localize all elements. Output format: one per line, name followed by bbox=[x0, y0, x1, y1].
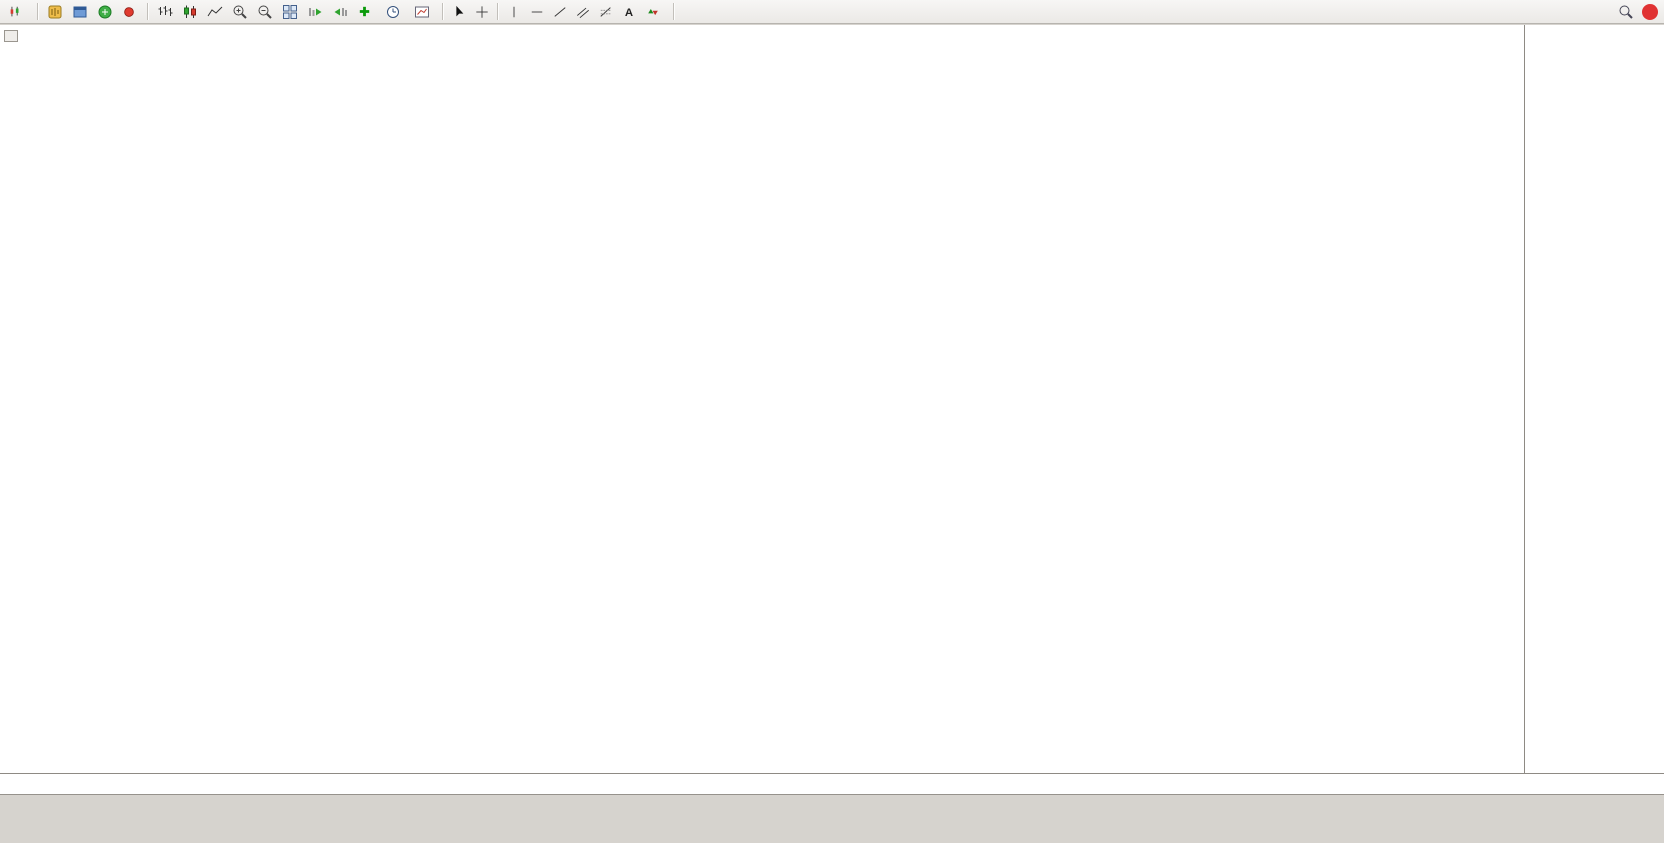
zoom-in-button[interactable] bbox=[228, 2, 252, 22]
svg-text:A: A bbox=[625, 6, 633, 18]
market-watch-icon bbox=[98, 5, 112, 18]
auto-scroll-button[interactable] bbox=[303, 2, 327, 22]
add-indicator-icon bbox=[359, 6, 370, 17]
search-icon bbox=[1619, 5, 1633, 19]
profiles-button[interactable] bbox=[68, 2, 92, 22]
auto-scroll-icon bbox=[309, 7, 322, 16]
crosshair-tool-button[interactable] bbox=[471, 2, 493, 22]
separator bbox=[497, 3, 499, 20]
templates-icon bbox=[415, 6, 429, 17]
toolbar-right bbox=[1614, 2, 1660, 22]
new-chart-button[interactable] bbox=[43, 2, 67, 22]
horizontal-line-icon bbox=[531, 11, 543, 12]
line-chart-button[interactable] bbox=[203, 2, 227, 22]
search-button[interactable] bbox=[1614, 2, 1638, 22]
toolbar: A bbox=[0, 0, 1664, 24]
market-watch-button[interactable] bbox=[93, 2, 117, 22]
arrows-tool-button[interactable] bbox=[641, 2, 669, 22]
chart-shift-icon bbox=[334, 7, 347, 16]
new-order-icon bbox=[10, 6, 19, 16]
periods-button[interactable] bbox=[381, 2, 409, 22]
horizontal-line-tool-button[interactable] bbox=[526, 2, 548, 22]
channel-tool-button[interactable] bbox=[572, 2, 594, 22]
auto-trading-button[interactable] bbox=[118, 2, 143, 22]
time-axis[interactable] bbox=[0, 773, 1664, 794]
bar-chart-button[interactable] bbox=[153, 2, 177, 22]
trendline-tool-button[interactable] bbox=[549, 2, 571, 22]
vertical-line-tool-button[interactable] bbox=[503, 2, 525, 22]
new-chart-icon bbox=[48, 5, 62, 18]
vertical-line-icon bbox=[513, 6, 515, 17]
rsi-indicator-label bbox=[5, 685, 9, 696]
candlestick-chart-button[interactable] bbox=[178, 2, 202, 22]
text-label-tool-button[interactable]: A bbox=[618, 2, 640, 22]
tile-windows-icon bbox=[283, 4, 297, 19]
channel-icon bbox=[577, 7, 589, 18]
chart-area[interactable] bbox=[0, 25, 1664, 773]
cursor-icon bbox=[456, 5, 464, 16]
text-label-icon: A bbox=[625, 6, 633, 18]
separator bbox=[673, 3, 675, 20]
clock-icon bbox=[387, 5, 399, 18]
separator bbox=[442, 3, 444, 20]
zoom-in-icon bbox=[233, 5, 247, 19]
fibonacci-icon bbox=[600, 6, 611, 17]
templates-button[interactable] bbox=[410, 2, 438, 22]
price-scale[interactable] bbox=[1524, 25, 1664, 773]
line-chart-icon bbox=[207, 6, 223, 16]
notification-badge[interactable] bbox=[1642, 3, 1658, 20]
candlestick-chart-icon bbox=[184, 5, 196, 18]
zoom-out-button[interactable] bbox=[253, 2, 277, 22]
crosshair-icon bbox=[476, 5, 488, 18]
chart-canvas[interactable] bbox=[0, 25, 1524, 773]
macd-indicator-label bbox=[5, 585, 13, 596]
indicators-button[interactable] bbox=[353, 2, 380, 22]
bar-chart-icon bbox=[158, 5, 173, 16]
window-bottom-strip bbox=[0, 794, 1664, 843]
chart-shift-button[interactable] bbox=[328, 2, 352, 22]
zoom-out-icon bbox=[258, 5, 272, 19]
new-order-button[interactable] bbox=[4, 2, 33, 22]
arrow-objects-icon bbox=[648, 8, 658, 15]
separator bbox=[147, 3, 149, 20]
cursor-tool-button[interactable] bbox=[448, 2, 470, 22]
auto-trading-status-icon bbox=[124, 6, 134, 17]
separator bbox=[37, 3, 39, 20]
profiles-icon bbox=[73, 6, 87, 17]
one-click-trading-toggle[interactable] bbox=[4, 30, 18, 42]
trendline-icon bbox=[554, 6, 566, 17]
tile-windows-button[interactable] bbox=[278, 2, 302, 22]
fibonacci-tool-button[interactable] bbox=[595, 2, 617, 22]
